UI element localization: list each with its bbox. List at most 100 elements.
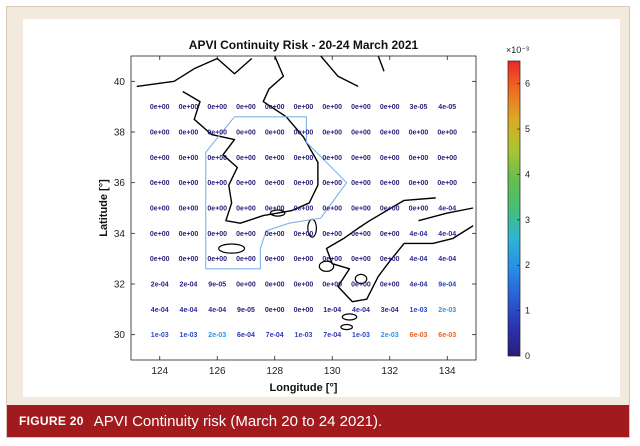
colorbar-tick-label: 6 <box>525 79 530 89</box>
cell-label: 4e-04 <box>352 307 370 314</box>
cell-label: 0e+00 <box>150 180 170 187</box>
cell-label: 0e+00 <box>437 130 457 137</box>
cell-label: 0e+00 <box>265 256 285 263</box>
cell-label: 0e+00 <box>380 231 400 238</box>
caption-text: APVI Continuity risk (March 20 to 24 202… <box>93 412 383 430</box>
cell-label: 0e+00 <box>437 155 457 162</box>
colorbar <box>507 60 521 357</box>
cell-label: 1e-04 <box>323 307 341 314</box>
cell-label: 2e-04 <box>180 282 198 289</box>
cell-label: 0e+00 <box>351 130 371 137</box>
cell-label: 0e+00 <box>294 231 314 238</box>
cell-label: 0e+00 <box>380 104 400 111</box>
cell-label: 9e-05 <box>208 282 226 289</box>
cell-label: 0e+00 <box>207 155 227 162</box>
cell-label: 0e+00 <box>236 130 256 137</box>
colorbar-tick-label: 3 <box>525 215 530 225</box>
cell-label: 0e+00 <box>294 155 314 162</box>
coastline-2 <box>377 55 385 72</box>
cell-label: 0e+00 <box>351 155 371 162</box>
cell-label: 0e+00 <box>380 282 400 289</box>
y-tick-label: 34 <box>114 229 126 240</box>
cell-label: 0e+00 <box>351 180 371 187</box>
x-tick-label: 124 <box>151 366 168 377</box>
coastline-1 <box>182 55 319 224</box>
cell-label: 0e+00 <box>207 104 227 111</box>
chart-title: APVI Continuity Risk - 20-24 March 2021 <box>189 38 419 52</box>
cell-label: 4e-04 <box>410 282 428 289</box>
cell-label: 0e+00 <box>351 256 371 263</box>
cell-label: 0e+00 <box>380 206 400 213</box>
island-3 <box>318 260 335 272</box>
cell-label: 2e-04 <box>151 282 169 289</box>
island-5 <box>341 313 358 321</box>
cell-label: 4e-04 <box>410 256 428 263</box>
cell-label: 1e-03 <box>410 307 428 314</box>
cell-label: 0e+00 <box>351 231 371 238</box>
x-axis-label: Longitude [°] <box>270 382 338 394</box>
cell-label: 0e+00 <box>265 282 285 289</box>
plot-background <box>131 56 476 360</box>
cell-label: 0e+00 <box>236 104 256 111</box>
cell-label: 0e+00 <box>207 130 227 137</box>
cell-label: 0e+00 <box>322 282 342 289</box>
colorbar-tick-label: 5 <box>525 124 530 134</box>
cell-label: 0e+00 <box>150 155 170 162</box>
cell-label: 0e+00 <box>322 104 342 111</box>
cell-label: 0e+00 <box>265 206 285 213</box>
cell-label: 0e+00 <box>179 130 199 137</box>
cell-label: 0e+00 <box>351 282 371 289</box>
cell-label: 0e+00 <box>322 155 342 162</box>
cell-label: 0e+00 <box>236 256 256 263</box>
coastline-5 <box>418 207 474 222</box>
cell-label: 0e+00 <box>179 256 199 263</box>
cell-label: 0e+00 <box>437 180 457 187</box>
island-0 <box>218 243 246 254</box>
cell-label: 4e-04 <box>438 206 456 213</box>
x-tick-label: 126 <box>209 366 226 377</box>
island-6 <box>340 323 353 331</box>
cell-label: 4e-04 <box>438 256 456 263</box>
x-tick-label: 132 <box>381 366 398 377</box>
colorbar-tick-label: 2 <box>525 260 530 270</box>
cell-label: 9e-05 <box>237 307 255 314</box>
coastline-4 <box>325 197 474 303</box>
figure-panel: 0e+00 0e+00 0e+00 0e+00 0e+00 0e+00 0e+00 0e+00… <box>6 6 630 438</box>
cell-label: 7e-04 <box>266 332 284 339</box>
cell-label: 0e+00 <box>294 130 314 137</box>
cell-label: 0e+00 <box>409 206 429 213</box>
cell-label: 4e-04 <box>438 231 456 238</box>
cell-label: 1e-03 <box>352 332 370 339</box>
cell-label: 0e+00 <box>322 180 342 187</box>
cell-label: 0e+00 <box>380 130 400 137</box>
cell-label: 7e-04 <box>323 332 341 339</box>
coastline-0 <box>136 57 253 88</box>
cell-label: 0e+00 <box>294 282 314 289</box>
cell-label: 0e+00 <box>207 256 227 263</box>
cell-label: 3e-05 <box>410 104 428 111</box>
cell-label: 4e-04 <box>208 307 226 314</box>
island-1 <box>269 209 286 217</box>
colorbar-tick-label: 0 <box>525 351 530 361</box>
cell-label: 0e+00 <box>409 180 429 187</box>
cell-label: 2e-03 <box>381 332 399 339</box>
colorbar-tick-label: 4 <box>525 169 530 179</box>
cell-label: 0e+00 <box>265 155 285 162</box>
caption-bar: FIGURE 20 APVI Continuity risk (March 20… <box>7 405 629 437</box>
cell-label: 0e+00 <box>150 206 170 213</box>
cell-label: 0e+00 <box>294 307 314 314</box>
cell-label: 6e-03 <box>410 332 428 339</box>
island-4 <box>354 273 368 285</box>
cell-label: 0e+00 <box>179 155 199 162</box>
cell-label: 0e+00 <box>236 180 256 187</box>
plot-area: 0e+00 0e+00 0e+00 0e+00 0e+00 0e+00 0e+00 0e+00… <box>23 19 620 397</box>
y-tick-label: 32 <box>114 280 126 291</box>
cell-label: 0e+00 <box>236 155 256 162</box>
cell-label: 0e+00 <box>150 231 170 238</box>
x-tick-label: 128 <box>266 366 283 377</box>
cell-label: 0e+00 <box>322 256 342 263</box>
cell-label: 0e+00 <box>236 282 256 289</box>
plot-frame <box>130 55 477 361</box>
cell-label: 0e+00 <box>150 104 170 111</box>
colorbar-scale-label: ×10⁻³ <box>506 45 529 55</box>
